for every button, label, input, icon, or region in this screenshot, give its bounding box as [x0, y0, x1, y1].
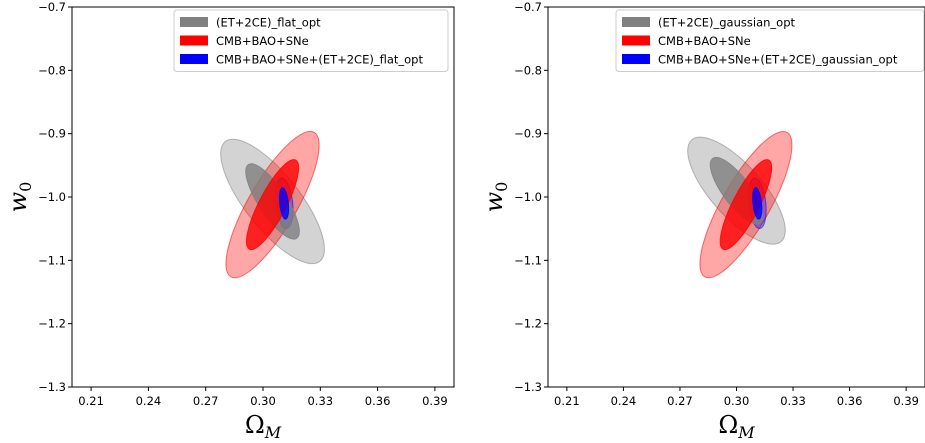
legend-entry: (ET+2CE)_flat_opt: [216, 16, 321, 30]
legend-entry: (ET+2CE)_gaussian_opt: [658, 16, 795, 30]
x-tick-label: 0.36: [837, 394, 863, 408]
legend-swatch: [180, 35, 208, 46]
x-tick-label: 0.39: [893, 394, 919, 408]
contour-1sigma-series-3: [278, 187, 290, 220]
legend-swatch: [622, 54, 650, 64]
y-axis-label-main: w: [480, 191, 508, 212]
x-axis-label-sub: M: [264, 423, 282, 442]
legend-swatch: [622, 17, 650, 27]
x-tick-label: 0.27: [667, 394, 693, 408]
legend-swatch: [622, 35, 650, 46]
x-tick-label: 0.39: [422, 394, 448, 408]
x-axis-label-sub: M: [737, 423, 755, 442]
x-axis-label: ΩM: [245, 411, 282, 442]
y-tick-label: −1.3: [38, 380, 66, 394]
y-tick-label: −0.7: [514, 0, 542, 14]
x-tick-label: 0.33: [307, 394, 333, 408]
y-tick-label: −0.9: [38, 127, 66, 141]
x-tick-label: 0.21: [554, 394, 580, 408]
y-tick-label: −1.0: [38, 190, 66, 204]
contour-panel-2: 0.21 0.24 0.27 0.30 0.33 0.36 0.39 −1.3 −1.2 −1.1…: [480, 0, 925, 442]
legend-swatch: [180, 17, 208, 27]
legend-entry: CMB+BAO+SNe+(ET+2CE)_gaussian_opt: [658, 53, 898, 67]
legend: (ET+2CE)_gaussian_opt CMB+BAO+SNe CMB+BAO+…: [615, 9, 925, 72]
x-tick-label: 0.21: [78, 394, 104, 408]
y-tick-label: −1.3: [514, 380, 542, 394]
legend-entry: CMB+BAO+SNe: [216, 34, 309, 48]
plot-area: [687, 130, 793, 279]
legend-swatch: [180, 54, 208, 64]
x-tick-label: 0.30: [724, 394, 750, 408]
legend: (ET+2CE)_flat_opt CMB+BAO+SNe CMB+BAO+SNe+…: [173, 9, 449, 72]
legend-entry: CMB+BAO+SNe: [658, 34, 751, 48]
y-axis-label-sub: 0: [16, 182, 35, 192]
x-tick-label: 0.27: [193, 394, 219, 408]
y-tick-label: −0.8: [38, 63, 66, 77]
legend-box: [615, 9, 925, 72]
x-tick-label: 0.33: [780, 394, 806, 408]
x-axis-label-main: Ω: [718, 411, 738, 439]
y-tick-label: −1.0: [514, 190, 542, 204]
y-tick-label: −1.1: [514, 253, 542, 267]
y-axis-label-sub: 0: [492, 182, 511, 192]
contour-1sigma-series-3: [752, 187, 763, 220]
legend-entry: CMB+BAO+SNe+(ET+2CE)_flat_opt: [216, 53, 423, 67]
y-tick-label: −0.9: [514, 127, 542, 141]
x-tick-label: 0.24: [611, 394, 637, 408]
contour-panel-1: 0.21 0.24 0.27 0.30 0.33 0.36 0.39 −1.3 −1.2 −1.1…: [4, 0, 455, 442]
legend-box: [173, 9, 449, 72]
x-axis-label-main: Ω: [245, 411, 265, 439]
plot-area: [220, 130, 325, 279]
y-tick-label: −1.1: [38, 253, 66, 267]
x-tick-label: 0.36: [365, 394, 391, 408]
y-axis-label: w0: [4, 182, 35, 213]
y-tick-label: −1.2: [514, 317, 542, 331]
x-tick-label: 0.30: [250, 394, 276, 408]
y-axis-label-main: w: [4, 191, 32, 212]
y-tick-label: −0.7: [38, 0, 66, 14]
y-tick-label: −0.8: [514, 63, 542, 77]
x-axis-label: ΩM: [718, 411, 755, 442]
y-axis-label: w0: [480, 182, 511, 213]
x-tick-label: 0.24: [136, 394, 162, 408]
y-tick-label: −1.2: [38, 317, 66, 331]
